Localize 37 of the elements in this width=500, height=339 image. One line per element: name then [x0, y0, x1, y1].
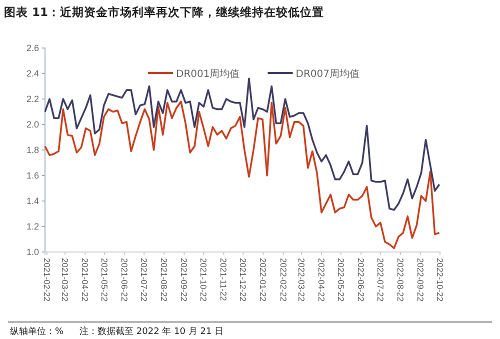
y-tick-label: 1.0 [26, 246, 39, 257]
x-tick-label: 2022-01-22 [258, 258, 268, 302]
x-tick-label: 2021-10-22 [198, 258, 209, 302]
chart-title: 图表 11：近期资金市场利率再次下降，继续维持在较低位置 [4, 5, 324, 19]
x-tick-label: 2021-12-22 [238, 258, 248, 302]
y-tick-label: 1.2 [26, 221, 39, 232]
y-tick-label: 2.6 [26, 42, 39, 53]
x-tick-label: 2022-06-22 [356, 258, 366, 302]
x-tick-label: 2022-08-22 [396, 258, 406, 302]
legend-label: DR001周均值 [176, 68, 240, 80]
text: 纵轴单位：% [10, 326, 64, 337]
x-tick-label: 2021-02-22 [42, 258, 52, 302]
x-tick-label: 2021-04-22 [80, 258, 90, 302]
line-series [44, 100, 440, 250]
x-tick-label: 2021-03-22 [60, 258, 70, 302]
y-tick-label: 1.4 [26, 196, 39, 206]
x-tick-label: 2022-10-22 [435, 258, 445, 302]
x-tick-label: 2022-05-22 [336, 258, 346, 302]
text: 注：数据截至 2022 年 10 月 21 日 [80, 326, 224, 337]
x-tick-label: 2021-05-22 [100, 258, 110, 302]
x-tick-label: 2021-08-22 [159, 258, 170, 302]
x-tick-label: 2022-09-22 [416, 258, 426, 302]
legend-label: DR007周均值 [296, 68, 360, 80]
x-tick-label: 2021-07-22 [139, 258, 150, 302]
x-tick-label: 2022-03-22 [296, 258, 306, 302]
line-series [44, 78, 440, 211]
y-tick-label: 1.6 [26, 170, 39, 180]
x-tick-label: 2021-11-22 [218, 258, 229, 302]
y-tick-label: 2.4 [26, 68, 39, 78]
y-tick-label: 2.0 [26, 119, 39, 130]
x-tick-label: 2022-02-22 [278, 258, 288, 302]
y-tick-label: 1.8 [26, 144, 39, 155]
x-tick-label: 2021-09-22 [179, 258, 190, 302]
x-tick-label: 2021-06-22 [120, 258, 130, 302]
x-tick-label: 2022-04-22 [316, 258, 326, 302]
x-tick-label: 2022-07-22 [375, 258, 386, 302]
y-tick-label: 2.2 [26, 94, 39, 104]
